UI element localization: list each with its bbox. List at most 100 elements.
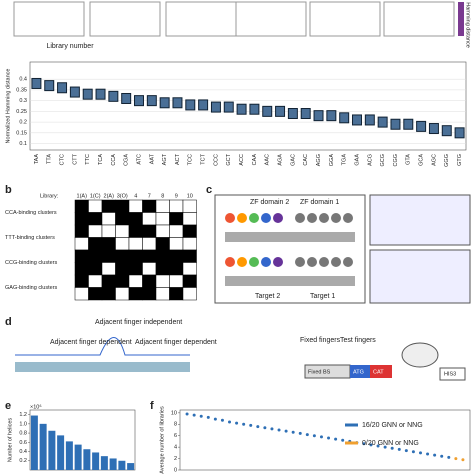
x-tick-label: GCG: [380, 154, 386, 167]
box: [326, 110, 337, 122]
x-tick-label: GCT: [226, 153, 232, 165]
label: Fixed BS: [308, 369, 331, 375]
cell: [155, 274, 170, 288]
cell: [169, 199, 184, 213]
x-tick-label: GTA: [406, 154, 412, 165]
cell: [128, 199, 143, 213]
box: [441, 125, 452, 137]
cell: [169, 237, 184, 251]
point: [305, 433, 309, 437]
box: [95, 88, 106, 100]
box: [108, 90, 119, 102]
box: [339, 112, 350, 124]
box: [416, 120, 427, 132]
library-label: 10: [187, 193, 193, 199]
cell: [142, 274, 157, 288]
box: [44, 80, 55, 92]
x-tick-label: TCC: [188, 154, 194, 165]
cell: [101, 199, 116, 213]
point: [447, 455, 451, 459]
label: Adjacent finger dependent: [135, 339, 217, 346]
box: [198, 99, 209, 111]
label: Library:: [40, 193, 59, 199]
cell: [115, 199, 130, 213]
box: [69, 86, 80, 98]
x-tick-label: ATC: [136, 154, 142, 165]
box: [313, 110, 324, 122]
cell: [142, 199, 157, 213]
cell: [115, 287, 130, 301]
cell: [101, 212, 116, 226]
cell: [182, 237, 197, 251]
point: [390, 446, 394, 450]
label: Target 1: [310, 293, 335, 300]
bar: [83, 449, 91, 470]
cell: [128, 212, 143, 226]
box: [364, 114, 375, 126]
scale-label: ×10⁶: [30, 403, 42, 410]
point: [334, 437, 338, 441]
cell: [155, 237, 170, 251]
cell: [88, 224, 103, 238]
box: [454, 127, 465, 139]
cell: [169, 274, 184, 288]
x-tick-label: ACT: [175, 153, 181, 165]
y-tick-label: 0.3: [19, 98, 27, 104]
library-label: 4: [134, 193, 137, 199]
bar: [109, 458, 117, 470]
cell: [115, 249, 130, 263]
cell: [74, 274, 89, 288]
point: [362, 442, 366, 446]
x-tick-label: AAC: [265, 154, 271, 165]
x-tick-label: CTC: [60, 154, 66, 165]
library-label: 1(C): [90, 193, 101, 199]
x-tick-label: AGC: [431, 154, 437, 166]
cell: [142, 262, 157, 276]
point: [341, 438, 345, 442]
box: [146, 95, 157, 107]
x-tick-label: TCA: [98, 154, 104, 165]
bar: [48, 430, 56, 470]
bar: [127, 463, 135, 470]
x-tick-label: GGG: [444, 154, 450, 167]
cell: [182, 199, 197, 213]
cell: [74, 199, 89, 213]
bar: [92, 452, 100, 470]
y-tick-label: 4: [174, 445, 177, 451]
y-axis-label: Number of helices: [7, 418, 13, 463]
x-tick-label: AGT: [162, 153, 168, 165]
label: Test fingers: [340, 337, 376, 344]
point: [312, 434, 316, 438]
cell: [115, 274, 130, 288]
cluster-label: CCG-binding clusters: [5, 260, 58, 266]
cell: [101, 274, 116, 288]
point: [235, 421, 239, 425]
cell: [88, 212, 103, 226]
box: [121, 92, 132, 104]
cell: [74, 262, 89, 276]
x-tick-label: CCC: [213, 154, 219, 166]
label: CAT: [373, 369, 384, 375]
cell: [88, 249, 103, 263]
box: [134, 95, 144, 107]
cell: [88, 262, 103, 276]
point: [277, 428, 281, 432]
box: [275, 105, 286, 117]
bar: [118, 460, 126, 470]
cell: [169, 249, 184, 263]
point: [376, 444, 380, 448]
cell: [182, 262, 197, 276]
cell: [169, 262, 184, 276]
cluster-label: TTT-binding clusters: [5, 235, 55, 241]
cell: [182, 287, 197, 301]
box: [403, 118, 414, 130]
cell: [101, 224, 116, 238]
cell: [182, 249, 197, 263]
point: [397, 447, 401, 451]
point: [440, 454, 444, 458]
cell: [88, 274, 103, 288]
point: [199, 414, 203, 418]
point: [418, 451, 422, 455]
point: [270, 427, 274, 431]
